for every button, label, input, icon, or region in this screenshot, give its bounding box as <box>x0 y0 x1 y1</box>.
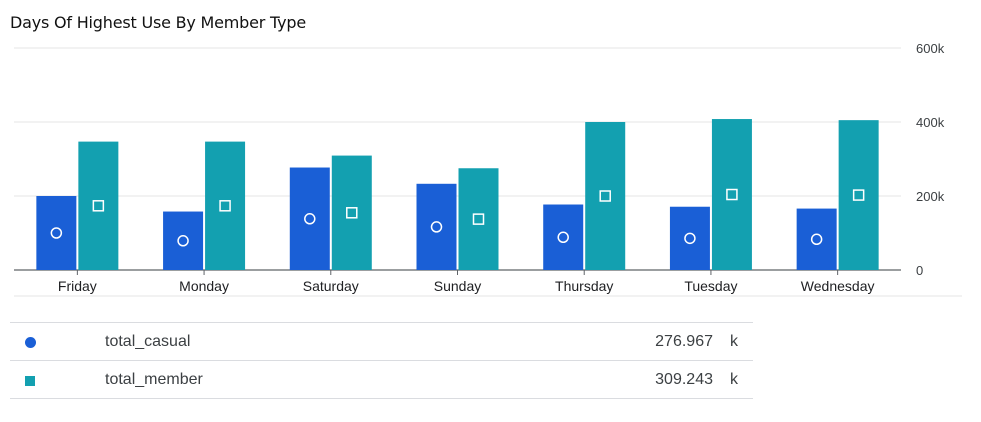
chart-title: Days Of Highest Use By Member Type <box>10 13 306 32</box>
legend-series-value: 276.967 <box>655 333 713 350</box>
bar-point-marker <box>599 190 611 202</box>
circle-marker-icon <box>25 337 36 348</box>
legend-series-name: total_member <box>105 371 203 388</box>
bar-total_casual <box>669 206 710 270</box>
bar-total_casual <box>416 183 457 270</box>
bar-point-marker <box>177 235 189 247</box>
bar-point-marker <box>346 207 358 219</box>
y-tick-label: 0 <box>916 263 923 278</box>
x-tick-label: Monday <box>179 278 229 294</box>
bar-chart: 0 200k 400k 600k Friday Monday Saturday Sunday T… <box>14 41 962 297</box>
y-tick-label: 400k <box>916 115 945 130</box>
bar-total_member <box>331 155 372 270</box>
square-marker-icon <box>25 376 35 386</box>
bar-point-marker <box>726 188 738 201</box>
bar-total_member <box>838 120 879 271</box>
bar-point-marker <box>92 200 105 212</box>
bar-total_casual <box>543 204 584 270</box>
bar-point-marker <box>219 200 231 212</box>
bar-point-marker <box>557 231 569 244</box>
bar-point-marker <box>50 227 63 239</box>
x-tick-label: Tuesday <box>684 278 737 294</box>
bar-point-marker <box>472 213 485 225</box>
bar-total_member <box>78 141 119 270</box>
legend-row-member[interactable]: total_member 309.243 k <box>10 360 753 399</box>
y-tick-label: 200k <box>916 189 945 204</box>
bar-point-marker <box>684 232 696 245</box>
x-tick-label: Thursday <box>555 278 613 294</box>
legend-row-casual[interactable]: total_casual 276.967 k <box>10 322 753 360</box>
legend-series-name: total_casual <box>105 333 191 350</box>
bar-total_member <box>205 141 246 270</box>
bar-total_casual <box>163 211 204 270</box>
bar-total_member <box>711 119 752 270</box>
bar-total_member <box>585 122 626 270</box>
chart-legend: total_casual 276.967 k total_member 309.… <box>10 322 753 399</box>
bar-point-marker <box>430 221 443 233</box>
legend-series-value: 309.243 <box>655 371 713 388</box>
x-tick-label: Friday <box>58 278 97 294</box>
legend-series-unit: k <box>730 371 738 388</box>
bar-total_casual <box>796 208 837 270</box>
bar-total_casual <box>36 196 77 270</box>
bar-point-marker <box>810 233 823 246</box>
bar-point-marker <box>304 213 316 225</box>
legend-series-unit: k <box>730 333 738 350</box>
y-tick-label: 600k <box>916 41 945 56</box>
bar-total_casual <box>289 167 330 270</box>
x-tick-label: Saturday <box>303 278 359 294</box>
x-tick-label: Wednesday <box>801 278 875 294</box>
bar-point-marker <box>852 189 865 201</box>
bar-total_member <box>458 168 499 270</box>
x-tick-label: Sunday <box>434 278 481 294</box>
